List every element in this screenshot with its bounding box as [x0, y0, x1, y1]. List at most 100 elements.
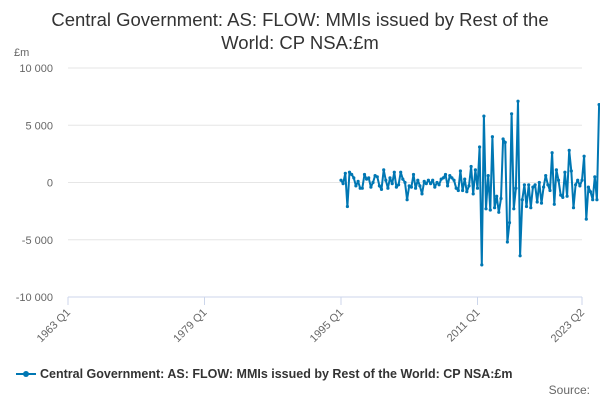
data-point [394, 185, 398, 189]
data-point [597, 103, 600, 107]
data-point [339, 178, 343, 182]
data-point [533, 183, 537, 187]
data-point [522, 183, 527, 187]
data-point [377, 184, 381, 188]
y-tick-label: -10 000 [16, 292, 53, 304]
data-point [524, 204, 529, 209]
data-point [501, 137, 505, 141]
data-point [356, 179, 360, 183]
y-axis-label: £m [14, 47, 29, 59]
data-point [593, 175, 597, 179]
data-point [567, 148, 571, 152]
data-point [386, 186, 390, 190]
data-point [505, 240, 509, 244]
data-point [480, 263, 484, 267]
data-point [401, 177, 405, 181]
data-point [563, 170, 567, 174]
source-label: Source: [548, 383, 590, 397]
data-point [416, 178, 420, 182]
y-tick-label: 10 000 [19, 63, 53, 75]
data-point [514, 186, 518, 190]
data-point [571, 206, 576, 210]
data-point [552, 202, 556, 206]
data-point [399, 170, 403, 174]
data-point [392, 170, 396, 174]
data-point [518, 254, 522, 258]
data-point [463, 177, 467, 181]
data-point [475, 186, 480, 190]
x-tick-label: 2011 Q1 [445, 307, 483, 345]
data-point [561, 195, 565, 199]
data-point [499, 196, 503, 201]
data-point [497, 210, 501, 214]
data-point [578, 184, 582, 188]
data-point [429, 182, 433, 186]
data-point [426, 178, 430, 182]
data-point [367, 176, 371, 180]
series-line [340, 100, 600, 266]
data-point [382, 168, 386, 172]
data-point [582, 154, 586, 158]
data-point [371, 180, 375, 185]
data-point [375, 175, 379, 179]
data-point [586, 185, 591, 189]
data-point [548, 188, 552, 193]
data-point [469, 164, 473, 169]
data-point [529, 206, 533, 210]
data-point [473, 168, 477, 172]
data-point [420, 192, 424, 196]
data-point [341, 182, 345, 186]
data-point [591, 198, 595, 202]
data-point [347, 170, 352, 174]
data-point [527, 183, 531, 187]
data-point [490, 135, 494, 139]
chart-title-line-1: Central Government: AS: FLOW: MMIs issue… [51, 9, 549, 30]
data-point [559, 193, 563, 197]
data-point [510, 112, 514, 116]
data-point [354, 184, 358, 188]
data-point [569, 169, 573, 173]
x-tick-label: 1979 Q1 [171, 307, 209, 345]
data-point [390, 182, 394, 186]
data-point [369, 185, 373, 189]
data-point [467, 184, 471, 188]
data-point [362, 172, 367, 177]
data-point [531, 185, 535, 189]
data-point [403, 180, 407, 185]
data-point [411, 172, 416, 177]
data-point [544, 174, 548, 178]
data-point [516, 99, 520, 103]
y-tick-label: 0 [47, 178, 53, 190]
data-point [409, 185, 413, 189]
data-point [546, 183, 550, 187]
data-point [565, 194, 569, 198]
data-point [471, 192, 475, 196]
data-point [550, 151, 554, 155]
y-tick-label: -5 000 [22, 235, 53, 247]
data-point [507, 221, 512, 225]
data-point [484, 207, 488, 211]
data-point [588, 190, 593, 194]
data-point [580, 178, 584, 182]
data-point [493, 206, 497, 210]
data-point [388, 176, 392, 180]
chart-title: Central Government: AS: FLOW: MMIs issue… [0, 8, 600, 54]
data-point [437, 183, 441, 187]
data-point [343, 171, 347, 175]
data-point [456, 188, 460, 193]
data-point [435, 180, 439, 185]
data-point [441, 176, 445, 180]
data-point [422, 179, 426, 183]
data-point [478, 145, 482, 149]
data-point [384, 178, 388, 182]
data-point [350, 172, 354, 177]
data-point [539, 201, 544, 205]
data-point [360, 186, 364, 190]
data-point [443, 172, 448, 177]
data-point [486, 174, 490, 178]
data-point [433, 185, 437, 189]
data-point [554, 168, 559, 172]
data-point [397, 183, 401, 187]
data-point [537, 180, 541, 185]
